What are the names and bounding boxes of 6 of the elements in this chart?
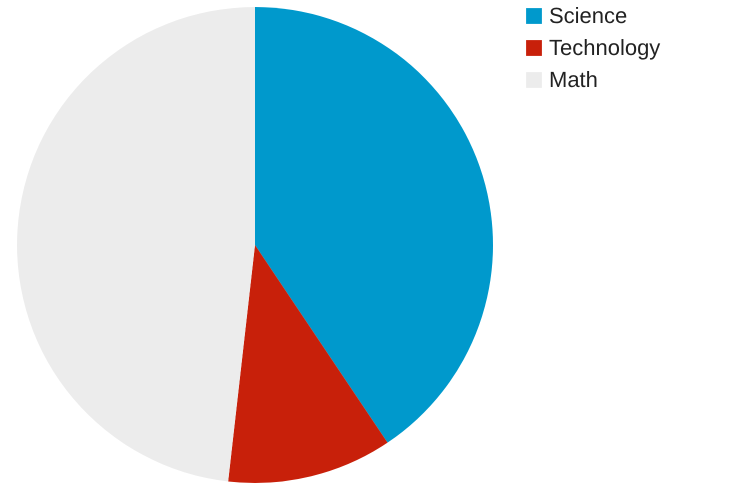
- pie-slice: [255, 7, 493, 443]
- legend-label: Math: [549, 67, 598, 92]
- legend-label: Technology: [549, 35, 660, 60]
- pie-slice: [17, 7, 255, 482]
- legend-label: Science: [549, 3, 628, 28]
- pie-slice: [228, 245, 388, 483]
